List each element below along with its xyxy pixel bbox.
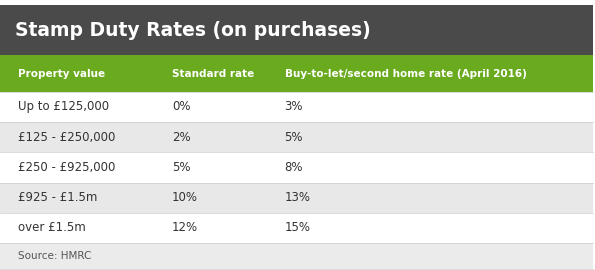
- Text: 5%: 5%: [284, 131, 303, 144]
- Text: Up to £125,000: Up to £125,000: [18, 100, 109, 113]
- FancyBboxPatch shape: [0, 92, 593, 122]
- FancyBboxPatch shape: [0, 55, 593, 92]
- Text: 12%: 12%: [172, 221, 198, 234]
- Text: 0%: 0%: [172, 100, 190, 113]
- Text: 10%: 10%: [172, 191, 198, 204]
- Text: £250 - £925,000: £250 - £925,000: [18, 161, 115, 174]
- Text: £925 - £1.5m: £925 - £1.5m: [18, 191, 97, 204]
- Text: 13%: 13%: [284, 191, 311, 204]
- FancyBboxPatch shape: [0, 213, 593, 243]
- Text: 5%: 5%: [172, 161, 190, 174]
- Text: 15%: 15%: [284, 221, 311, 234]
- Text: Property value: Property value: [18, 69, 105, 79]
- Text: Stamp Duty Rates (on purchases): Stamp Duty Rates (on purchases): [15, 21, 371, 40]
- Text: £125 - £250,000: £125 - £250,000: [18, 131, 115, 144]
- Text: Source: HMRC: Source: HMRC: [18, 251, 91, 261]
- FancyBboxPatch shape: [0, 152, 593, 183]
- FancyBboxPatch shape: [0, 243, 593, 269]
- Text: over £1.5m: over £1.5m: [18, 221, 86, 234]
- Text: Standard rate: Standard rate: [172, 69, 254, 79]
- FancyBboxPatch shape: [0, 5, 593, 55]
- Text: 3%: 3%: [284, 100, 303, 113]
- FancyBboxPatch shape: [0, 183, 593, 213]
- Text: 2%: 2%: [172, 131, 190, 144]
- Text: 8%: 8%: [284, 161, 303, 174]
- Text: Buy-to-let/second home rate (April 2016): Buy-to-let/second home rate (April 2016): [284, 69, 527, 79]
- FancyBboxPatch shape: [0, 122, 593, 152]
